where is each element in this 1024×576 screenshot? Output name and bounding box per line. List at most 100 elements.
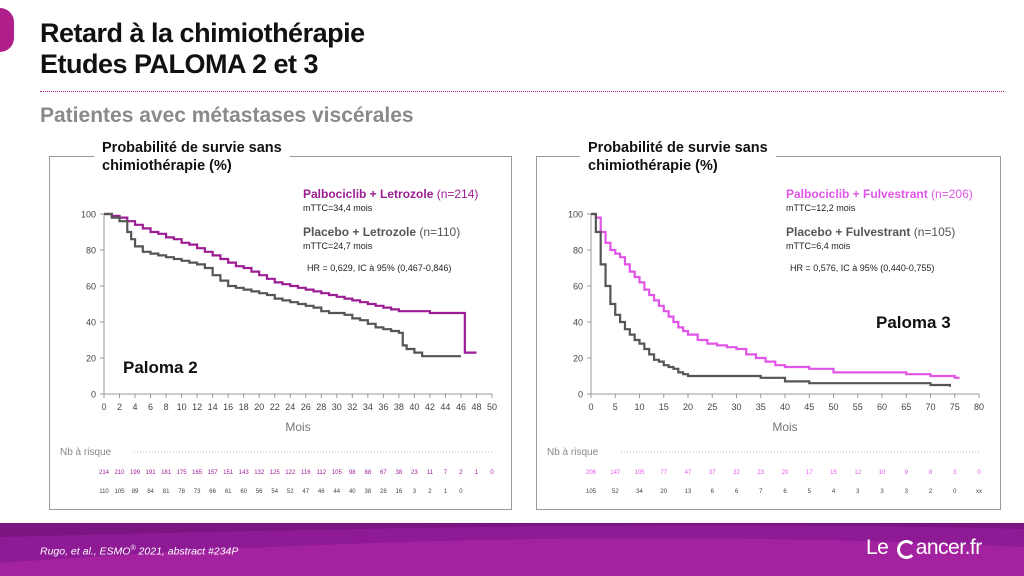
- risk-treatment-value: 210: [115, 470, 126, 476]
- y-tick-label: 40: [86, 318, 96, 328]
- x-tick-label: 45: [804, 402, 814, 412]
- title-divider: [40, 91, 1004, 92]
- risk-treatment-value: 0: [977, 470, 981, 476]
- risk-placebo-value: 44: [333, 489, 340, 495]
- risk-placebo-value: 105: [586, 489, 597, 495]
- citation: Rugo, et al., ESMO® 2021, abstract #234P: [40, 545, 238, 558]
- risk-treatment-value: 15: [830, 470, 837, 476]
- risk-treatment-value: 3: [953, 470, 957, 476]
- x-tick-label: 5: [613, 402, 618, 412]
- x-tick-label: 42: [425, 402, 435, 412]
- x-tick-label: 40: [780, 402, 790, 412]
- risk-placebo-value: 20: [660, 489, 667, 495]
- risk-placebo-value: 52: [287, 489, 294, 495]
- x-tick-label: 20: [683, 402, 693, 412]
- x-tick-label: 0: [588, 402, 593, 412]
- placebo-curve: [591, 212, 951, 387]
- risk-placebo-value: 28: [380, 489, 387, 495]
- risk-treatment-value: 88: [364, 470, 371, 476]
- x-tick-label: 18: [239, 402, 249, 412]
- risk-placebo-value: xx: [976, 489, 982, 495]
- x-tick-label: 80: [974, 402, 984, 412]
- placebo-curve: [104, 212, 461, 358]
- risk-placebo-value: 6: [735, 489, 739, 495]
- citation-sup: ®: [130, 545, 136, 552]
- risk-placebo-value: 16: [396, 489, 403, 495]
- risk-placebo-value: 84: [147, 489, 154, 495]
- risk-treatment-value: 32: [733, 470, 740, 476]
- x-tick-label: 65: [901, 402, 911, 412]
- y-tick-label: 40: [573, 318, 583, 328]
- y-tick-label: 20: [86, 354, 96, 364]
- x-tick-label: 55: [853, 402, 863, 412]
- y-tick-label: 0: [91, 390, 96, 400]
- x-tick-label: 36: [378, 402, 388, 412]
- y-tick-label: 80: [573, 246, 583, 256]
- risk-placebo-value: 105: [115, 489, 126, 495]
- x-tick-label: 50: [487, 402, 497, 412]
- x-tick-label: 4: [133, 402, 138, 412]
- risk-placebo-value: 0: [459, 489, 463, 495]
- logo-text-ancer: ancer.fr: [915, 536, 983, 559]
- risk-treatment-value: 151: [223, 470, 234, 476]
- x-tick-label: 30: [731, 402, 741, 412]
- chart-title-line-2: chimiothérapie (%): [102, 158, 232, 174]
- x-tick-label: 32: [347, 402, 357, 412]
- risk-placebo-value: 6: [783, 489, 787, 495]
- x-tick-label: 20: [254, 402, 264, 412]
- risk-placebo-value: 110: [99, 489, 109, 495]
- y-tick-label: 60: [86, 282, 96, 292]
- title-line-1: Retard à la chimiothérapie: [40, 18, 365, 48]
- study-label: Paloma 3: [876, 313, 951, 332]
- x-tick-label: 6: [148, 402, 153, 412]
- chart-title-paloma3: Probabilité de survie sans chimiothérapi…: [580, 139, 776, 175]
- legend-treatment-name: Palbociclib + Fulvestrant (n=206): [786, 187, 973, 201]
- x-axis-label: Mois: [772, 420, 797, 434]
- study-label: Paloma 2: [123, 358, 198, 377]
- risk-placebo-value: 46: [318, 489, 325, 495]
- risk-treatment-value: 116: [301, 470, 311, 476]
- risk-treatment-value: 67: [380, 470, 387, 476]
- x-tick-label: 25: [707, 402, 717, 412]
- risk-placebo-value: 5: [808, 489, 812, 495]
- risk-placebo-value: 81: [163, 489, 170, 495]
- x-tick-label: 48: [471, 402, 481, 412]
- x-tick-label: 46: [456, 402, 466, 412]
- risk-placebo-value: 3: [905, 489, 909, 495]
- risk-treatment-value: 206: [586, 470, 597, 476]
- chart-panel-paloma3: [536, 156, 1001, 510]
- risk-treatment-value: 122: [285, 470, 296, 476]
- risk-table-header: Nb à risque: [547, 447, 599, 458]
- x-tick-label: 40: [409, 402, 419, 412]
- risk-treatment-value: 7: [444, 470, 448, 476]
- x-tick-label: 10: [634, 402, 644, 412]
- legend-placebo-name: Placebo + Letrozole (n=110): [303, 225, 460, 239]
- footer-band: [0, 523, 1024, 576]
- risk-treatment-value: 143: [239, 470, 250, 476]
- risk-treatment-value: 147: [610, 470, 621, 476]
- risk-treatment-value: 2: [459, 470, 463, 476]
- risk-placebo-value: 66: [209, 489, 216, 495]
- risk-placebo-value: 2: [428, 489, 432, 495]
- risk-placebo-value: 34: [636, 489, 643, 495]
- corner-tab: [0, 8, 14, 52]
- lecancer-logo[interactable]: Le ancer.fr: [866, 536, 982, 560]
- page-subtitle: Patientes avec métastases viscérales: [40, 104, 414, 127]
- legend-treatment-n: (n=206): [928, 187, 973, 201]
- risk-treatment-value: 17: [806, 470, 813, 476]
- citation-text: Rugo, et al., ESMO: [40, 545, 131, 558]
- risk-treatment-value: 12: [854, 470, 861, 476]
- risk-treatment-value: 8: [929, 470, 933, 476]
- risk-treatment-value: 0: [490, 470, 494, 476]
- risk-treatment-value: 47: [685, 470, 692, 476]
- risk-treatment-value: 105: [332, 470, 343, 476]
- risk-placebo-value: 89: [132, 489, 139, 495]
- page-title: Retard à la chimiothérapie Etudes PALOMA…: [40, 18, 365, 80]
- risk-treatment-value: 1: [475, 470, 479, 476]
- x-tick-label: 34: [363, 402, 373, 412]
- legend-placebo-n: (n=110): [416, 225, 460, 239]
- hazard-ratio: HR = 0,629, IC à 95% (0,467-0,846): [307, 263, 451, 273]
- y-tick-label: 100: [81, 210, 96, 220]
- risk-treatment-value: 77: [660, 470, 667, 476]
